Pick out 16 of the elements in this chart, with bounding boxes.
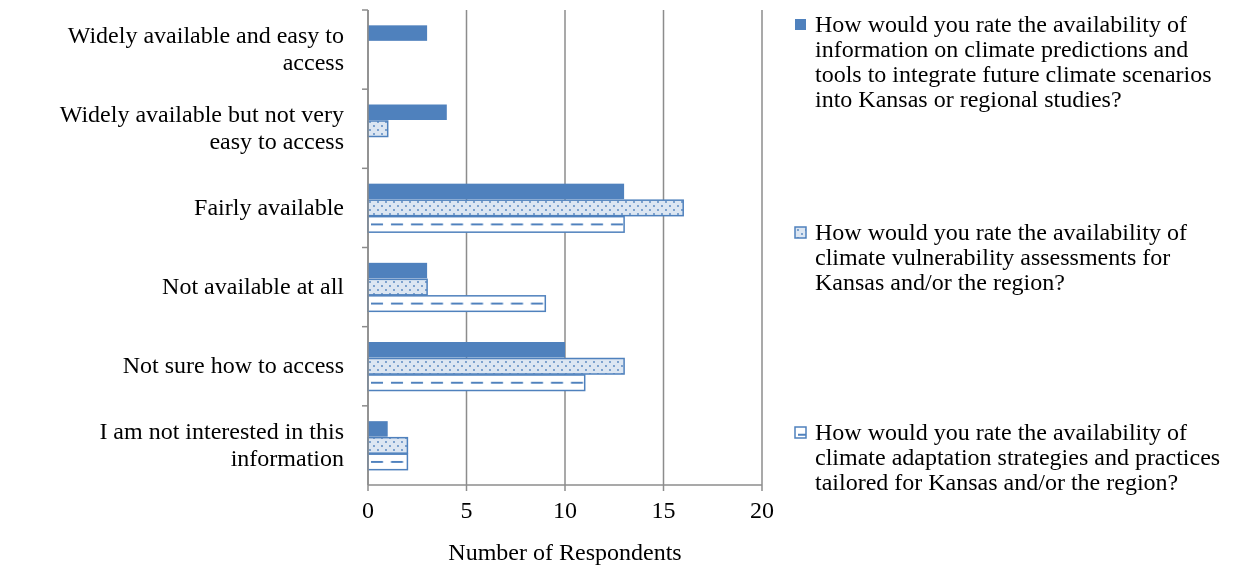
y-tick-label: Not sure how to access (122, 352, 344, 379)
x-tick-label: 15 (651, 497, 676, 523)
y-tick-label: Widely available and easy to access (67, 22, 344, 76)
x-tick-label: 5 (460, 497, 473, 523)
bar (368, 25, 428, 41)
x-tick-label: 0 (362, 497, 374, 523)
y-tick-label: Widely available but not very easy to access (59, 101, 344, 155)
y-tick-label: Not available at all (162, 273, 345, 300)
x-axis-title: Number of Respondents (448, 539, 682, 565)
y-tick-label: Fairly available (194, 193, 344, 220)
legend-label: How would you rate the availability of information on climate predictions and tools to integrate future climate scenarios into Kansas or regional studies? (815, 11, 1212, 112)
legend-label: How would you rate the availability of climate vulnerability assessments for Kansas and/or the region? (815, 219, 1187, 295)
y-tick-label: I am not interested in this information (99, 417, 344, 471)
legend-label: How would you rate the availability of climate adaptation strategies and practices tailored for Kansas and/or the region? (815, 419, 1221, 495)
x-tick-label: 20 (750, 497, 774, 523)
x-tick-label: 10 (553, 497, 577, 523)
